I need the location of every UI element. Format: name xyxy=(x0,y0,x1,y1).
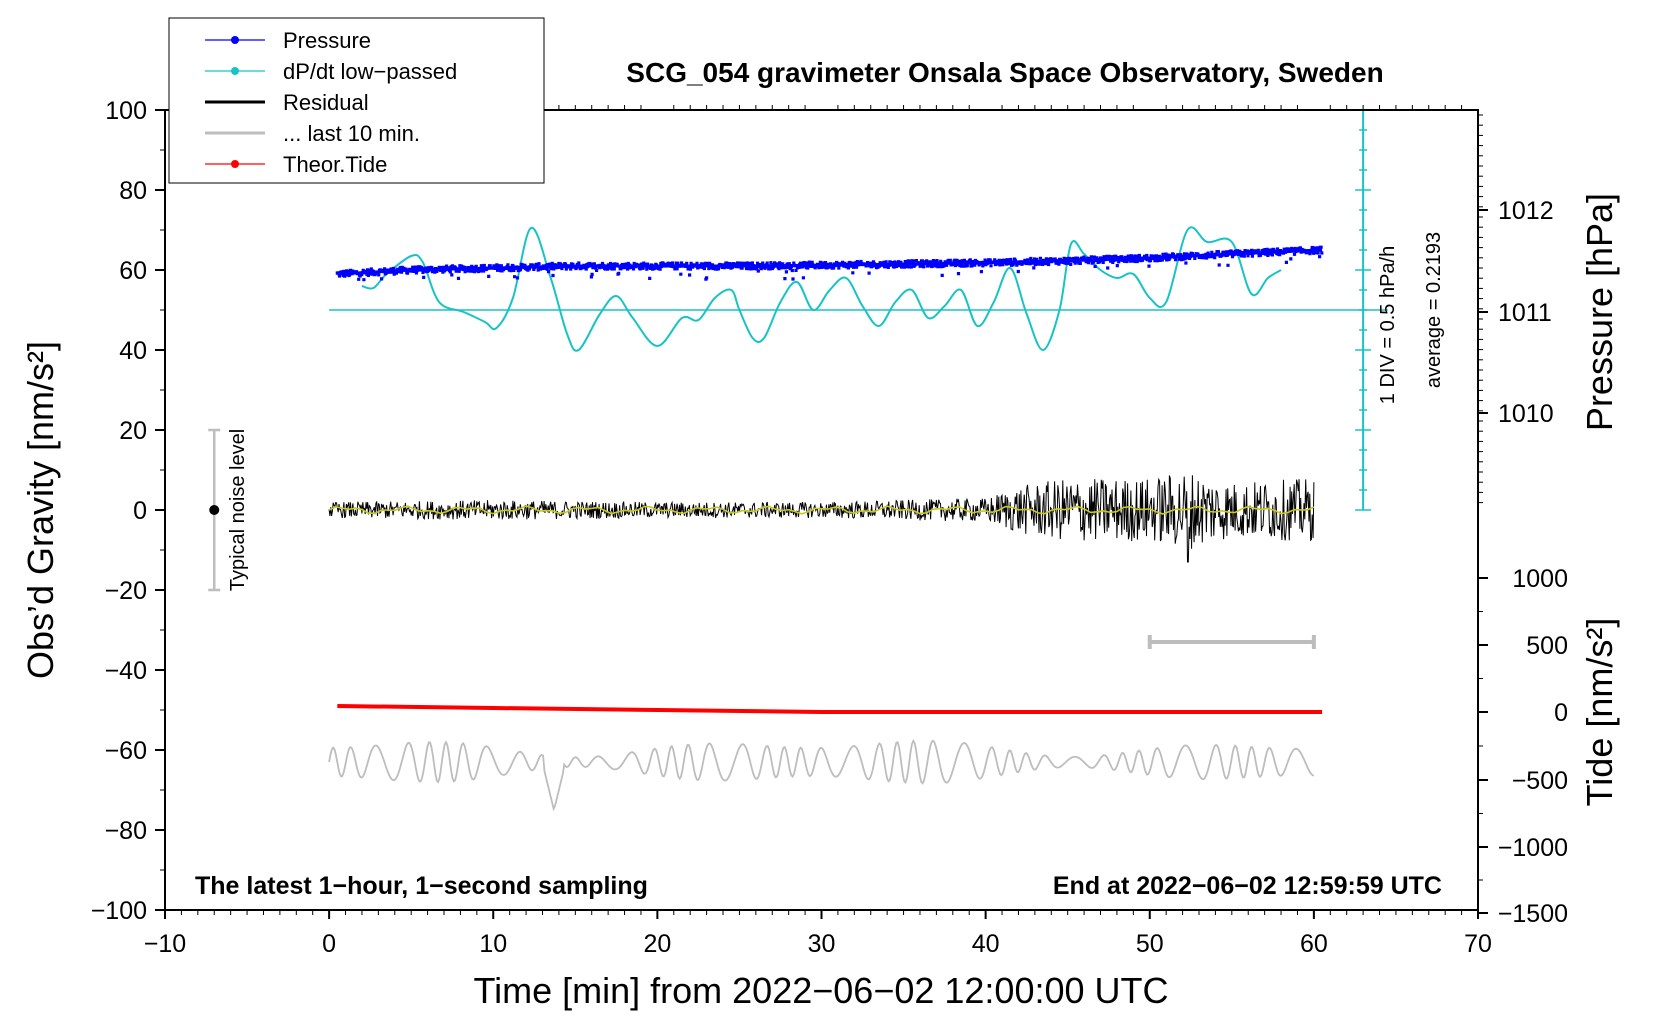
plot-layer xyxy=(208,109,1388,812)
pressure-tick-label: 1012 xyxy=(1498,197,1554,225)
x-tick-label: 70 xyxy=(1464,930,1492,958)
y-tick-label: −100 xyxy=(91,897,147,925)
legend-swatch-marker xyxy=(231,67,239,75)
chart-title: SCG_054 gravimeter Onsala Space Observat… xyxy=(626,57,1383,88)
noise-label: Typical noise level xyxy=(227,429,249,591)
legend: Pressure dP/dt low−passed Residual ... last… xyxy=(168,17,545,184)
y-tick-label: −60 xyxy=(105,737,147,765)
x-tick-label: −10 xyxy=(144,930,186,958)
x-tick-label: 60 xyxy=(1300,930,1328,958)
legend-label: Residual xyxy=(283,90,369,115)
y-tick-label: −80 xyxy=(105,817,147,845)
legend-label: Pressure xyxy=(283,28,371,53)
x-tick-label: 30 xyxy=(808,930,836,958)
noise-bar-center-dot xyxy=(209,505,220,515)
legend-label: dP/dt low−passed xyxy=(283,59,457,84)
average-note: average = 0.2193 xyxy=(1423,232,1445,388)
x-tick-label: 20 xyxy=(643,930,671,958)
y-tick-label: 100 xyxy=(105,97,147,125)
legend-label: ... last 10 min. xyxy=(283,121,420,146)
y-tick-label: 60 xyxy=(119,257,147,285)
pressure-series-line xyxy=(337,248,1323,276)
tide-series-line xyxy=(337,704,1323,714)
y-tick-label: 20 xyxy=(119,417,147,445)
pressure-tick-label: 1010 xyxy=(1498,400,1554,428)
tide-tick-label: −500 xyxy=(1512,767,1568,795)
x-tick-label: 50 xyxy=(1136,930,1164,958)
footer-end-time: End at 2022−06−02 12:59:59 UTC xyxy=(1053,872,1442,900)
legend-label: Theor.Tide xyxy=(283,152,387,177)
tide-tick-label: −1500 xyxy=(1498,900,1568,928)
y-axis-title-left: Obs’d Gravity [nm/s²] xyxy=(20,341,61,679)
tide-tick-label: 1000 xyxy=(1512,565,1568,593)
x-tick-label: 0 xyxy=(322,930,336,958)
tide-tick-label: 0 xyxy=(1554,699,1568,727)
y-tick-label: 40 xyxy=(119,337,147,365)
tide-tick-label: 500 xyxy=(1526,632,1568,660)
legend-swatch-marker xyxy=(231,36,239,44)
x-tick-label: 10 xyxy=(479,930,507,958)
legend-swatch-marker xyxy=(231,160,239,168)
y-tick-label: −20 xyxy=(105,577,147,605)
ticks-layer: −10 0 10 20 30 40 50 60 70100806040200−20−40−60−… xyxy=(91,97,1568,958)
y-tick-label: −40 xyxy=(105,657,147,685)
footer-sampling-note: The latest 1−hour, 1−second sampling xyxy=(195,872,648,900)
x-tick-label: 40 xyxy=(972,930,1000,958)
residual-smoothed-line xyxy=(328,505,1315,515)
y-tick-label: 0 xyxy=(133,497,147,525)
pressure-scale-note: 1 DIV = 0.5 hPa/h xyxy=(1377,246,1399,404)
x-axis-title: Time [min] from 2022−06−02 12:00:00 UTC xyxy=(473,970,1168,1011)
y-axis-title-tide: Tide [nm/s²] xyxy=(1579,618,1620,807)
y-axis-title-pressure: Pressure [hPa] xyxy=(1579,193,1620,431)
grey-trace-line xyxy=(328,738,1315,812)
tide-tick-label: −1000 xyxy=(1498,834,1568,862)
dpdt-series-line xyxy=(361,226,1282,352)
y-tick-label: 80 xyxy=(119,177,147,205)
pressure-tick-label: 1011 xyxy=(1498,299,1552,327)
